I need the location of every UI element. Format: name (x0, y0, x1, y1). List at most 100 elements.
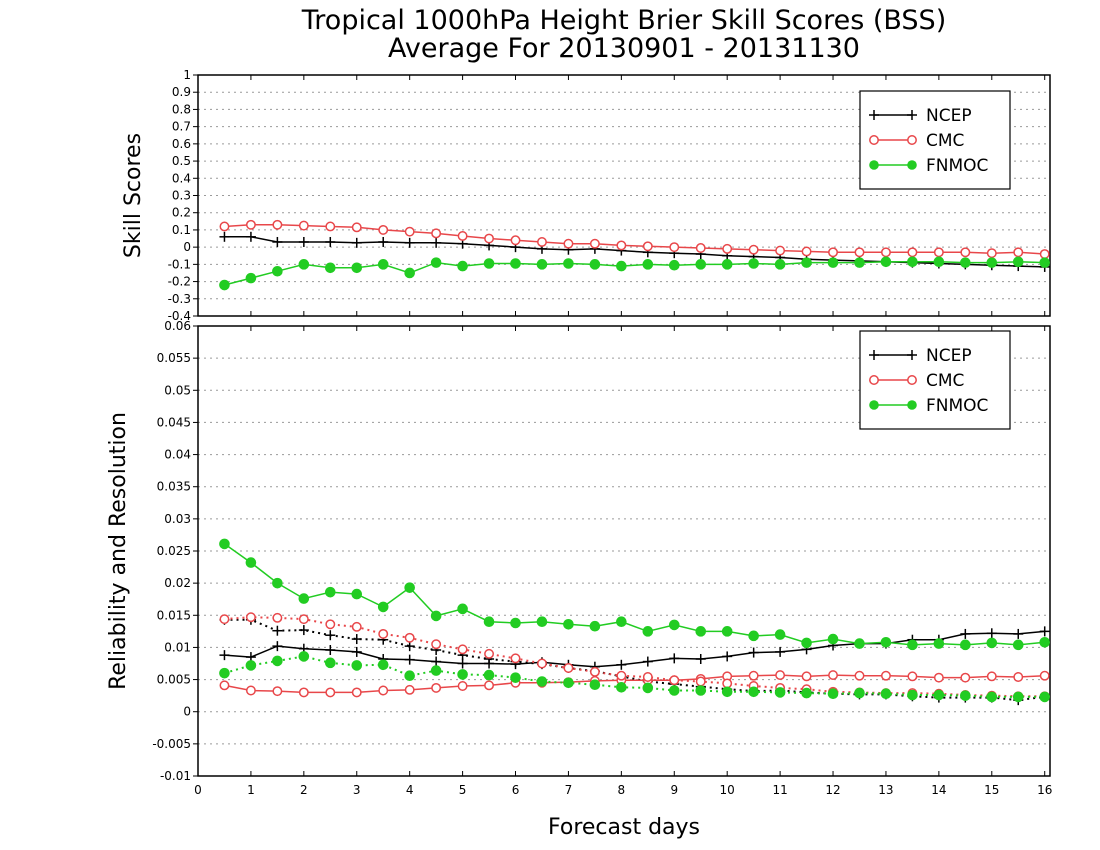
data-point (828, 670, 838, 681)
y-tick-label: 0.01 (164, 640, 191, 654)
data-point (589, 679, 601, 691)
data-point (484, 680, 495, 691)
data-point (1012, 256, 1024, 268)
data-point (986, 248, 997, 259)
data-point (669, 242, 680, 253)
data-point (986, 637, 998, 649)
x-tick-label: 1 (247, 783, 255, 797)
data-point (907, 639, 918, 651)
data-point (775, 646, 786, 657)
data-point (536, 616, 548, 628)
data-point (457, 658, 468, 669)
data-point (272, 236, 283, 247)
data-point (960, 690, 971, 701)
data-point (1013, 247, 1024, 258)
data-point (933, 247, 944, 258)
legend-marker (869, 400, 879, 410)
data-point (774, 629, 786, 640)
data-point (298, 593, 310, 604)
data-point (801, 671, 812, 682)
series-fnmoc-solid (219, 256, 1051, 291)
data-point (616, 616, 627, 628)
data-point (272, 265, 283, 277)
data-point (483, 258, 495, 269)
x-tick-label: 11 (772, 783, 787, 797)
data-point (298, 651, 310, 662)
data-point (589, 620, 601, 632)
data-point (351, 687, 362, 698)
data-point (854, 257, 865, 268)
data-point (986, 691, 998, 703)
data-point (933, 672, 944, 683)
data-point (960, 639, 971, 651)
data-point (801, 246, 812, 257)
plot-frame (197, 74, 1051, 317)
data-point (431, 639, 442, 650)
series-ncep-dotted (219, 614, 1050, 706)
data-point (245, 660, 257, 671)
series-line (224, 261, 1045, 286)
data-point (245, 612, 256, 623)
data-point (986, 257, 998, 268)
data-point (616, 260, 627, 272)
data-point (748, 686, 759, 698)
data-point (854, 687, 865, 699)
legend: NCEP CMC FNMOC (859, 90, 1011, 190)
data-point (880, 256, 892, 268)
data-point (272, 219, 283, 230)
data-point (668, 259, 680, 271)
data-point (431, 237, 442, 248)
y-tick-label: 0.8 (172, 102, 191, 116)
x-tick-label: 3 (353, 783, 361, 797)
data-point (960, 257, 971, 268)
y-axis-label: Reliability and Resolution (106, 412, 131, 690)
data-point (801, 687, 812, 699)
x-tick-label: 6 (512, 783, 520, 797)
data-point (642, 656, 653, 667)
data-point (1013, 672, 1024, 682)
data-point (484, 233, 495, 244)
data-point (298, 614, 309, 625)
data-point (431, 656, 442, 667)
x-tick-label: 12 (825, 783, 840, 797)
legend-item-fnmoc: FNMOC (869, 156, 988, 176)
data-point (510, 258, 521, 269)
data-point (245, 231, 256, 242)
data-point (483, 616, 495, 628)
y-tick-label: 0.025 (157, 544, 191, 558)
data-point (933, 256, 945, 268)
data-point (404, 654, 415, 665)
data-point (537, 658, 547, 669)
data-point (404, 670, 415, 682)
data-point (669, 653, 680, 664)
legend-label: CMC (926, 131, 964, 151)
data-point (695, 626, 707, 637)
series-line (224, 543, 1045, 646)
series-line (224, 630, 1045, 668)
data-point (721, 626, 733, 637)
data-point (642, 682, 654, 694)
data-point (377, 659, 389, 671)
data-point (431, 228, 442, 239)
data-point (219, 279, 230, 291)
data-point (325, 630, 336, 641)
data-point (325, 645, 336, 655)
data-point (298, 236, 309, 247)
y-tick-label: 0.055 (157, 351, 191, 365)
data-point (642, 241, 653, 252)
data-point (960, 628, 971, 639)
data-point (325, 687, 336, 698)
data-point (457, 644, 468, 655)
legend-item-cmc: CMC (869, 131, 964, 151)
data-point (1039, 636, 1051, 648)
x-tick-label: 5 (459, 783, 467, 797)
data-point (219, 231, 230, 242)
data-point (721, 686, 733, 698)
data-point (907, 256, 918, 268)
legend-box (859, 90, 1011, 190)
data-point (325, 221, 336, 232)
legend-marker (869, 135, 879, 145)
data-point (510, 672, 521, 683)
series-fnmoc-dotted (219, 651, 1051, 703)
data-point (245, 272, 257, 284)
